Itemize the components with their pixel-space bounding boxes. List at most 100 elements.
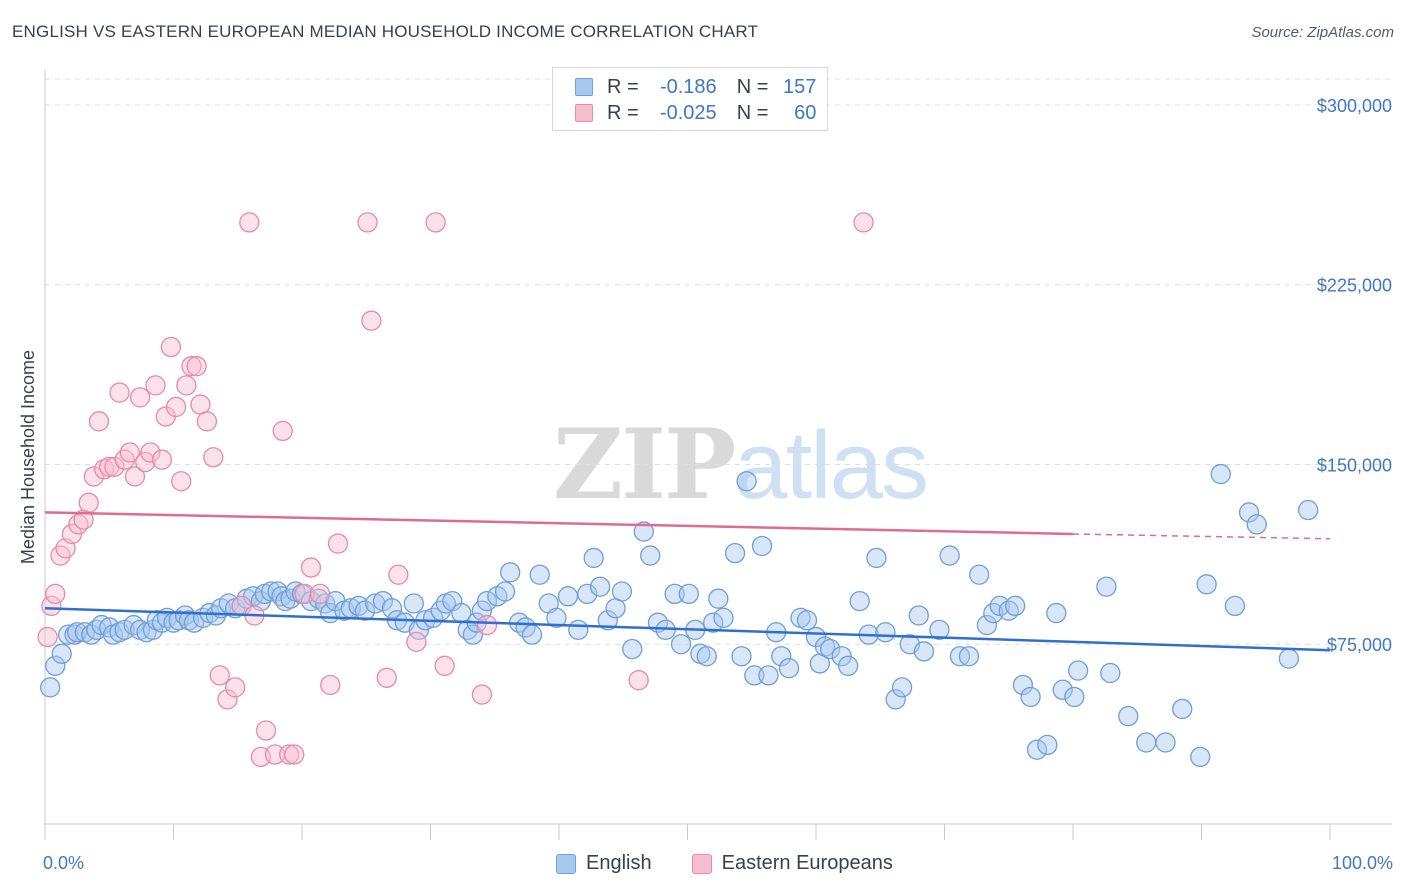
point-english xyxy=(583,547,604,569)
point-english xyxy=(1278,648,1300,669)
point-english xyxy=(664,583,685,605)
point-eastern-europeans xyxy=(129,387,151,408)
point-english xyxy=(1224,595,1246,617)
point-eastern-europeans xyxy=(300,557,322,578)
point-english xyxy=(557,586,579,607)
x-tick-label-min: 0.0% xyxy=(43,853,84,873)
point-eastern-europeans xyxy=(78,492,99,513)
point-eastern-europeans xyxy=(255,720,277,741)
point-english xyxy=(622,638,643,660)
point-english xyxy=(751,535,773,557)
y-axis-label: Median Household Income xyxy=(18,350,38,564)
point-eastern-europeans xyxy=(471,684,493,705)
point-eastern-europeans xyxy=(853,212,874,233)
point-english xyxy=(1136,732,1157,753)
point-english xyxy=(1100,662,1121,684)
point-english xyxy=(1064,686,1085,708)
point-english xyxy=(1155,732,1176,753)
point-eastern-europeans xyxy=(203,447,224,468)
point-english xyxy=(1020,686,1041,708)
point-english xyxy=(1196,574,1217,595)
point-eastern-europeans xyxy=(83,466,104,487)
point-english xyxy=(771,646,792,667)
point-english xyxy=(875,622,896,643)
series-legend-english[interactable]: English xyxy=(556,852,652,875)
point-eastern-europeans xyxy=(278,744,300,765)
legend-n-value: 157 xyxy=(783,75,817,98)
point-english xyxy=(261,581,282,602)
point-english xyxy=(736,471,757,492)
point-eastern-europeans xyxy=(176,375,197,396)
x-tick-label-max: 100.0% xyxy=(1332,853,1393,873)
legend-n-label: N = xyxy=(736,101,769,124)
point-english xyxy=(39,677,61,698)
point-eastern-europeans xyxy=(434,655,455,676)
point-english xyxy=(866,547,887,569)
point-eastern-europeans xyxy=(37,626,58,648)
point-eastern-europeans xyxy=(160,336,182,358)
y-tick-label: $225,000 xyxy=(1317,276,1392,296)
series-legend: English Eastern Europeans xyxy=(556,852,933,875)
legend-r-value: -0.025 xyxy=(659,101,717,124)
point-english xyxy=(891,677,913,698)
point-eastern-europeans xyxy=(209,665,230,686)
point-english xyxy=(724,543,746,564)
trend-line-eastern-europeans xyxy=(44,511,1074,536)
point-eastern-europeans xyxy=(284,744,305,765)
axis-labels: $75,000 $150,000 $225,000 $300,000 0.0% 100.0… xyxy=(18,96,1393,873)
point-eastern-europeans xyxy=(109,382,130,403)
point-eastern-europeans xyxy=(239,212,260,233)
series-label-english: English xyxy=(586,852,652,874)
point-english xyxy=(462,624,484,645)
point-english xyxy=(908,605,929,626)
legend-swatch-eastern-europeans xyxy=(575,104,593,122)
point-eastern-europeans xyxy=(294,583,315,605)
trend-lines xyxy=(44,511,1331,652)
point-eastern-europeans xyxy=(327,533,349,554)
point-eastern-europeans xyxy=(406,631,427,652)
point-eastern-europeans xyxy=(151,449,173,470)
point-english xyxy=(713,607,734,629)
point-english xyxy=(640,545,661,566)
series-legend-eastern-europeans[interactable]: Eastern Europeans xyxy=(691,852,893,875)
point-eastern-europeans xyxy=(165,396,187,418)
legend-row-english: R = -0.186 N = 157 xyxy=(575,75,816,99)
point-english xyxy=(814,636,836,657)
point-english xyxy=(1118,705,1139,727)
point-english xyxy=(633,521,654,542)
point-english xyxy=(521,624,543,645)
legend-r-value: -0.186 xyxy=(659,75,717,98)
point-eastern-europeans xyxy=(140,442,161,463)
point-eastern-europeans xyxy=(361,310,382,331)
point-eastern-europeans xyxy=(425,212,446,233)
point-english xyxy=(778,658,800,679)
point-english xyxy=(51,643,72,664)
point-english xyxy=(1190,746,1211,768)
point-eastern-europeans xyxy=(357,212,378,233)
point-english xyxy=(678,583,699,605)
point-english xyxy=(365,593,386,614)
axes xyxy=(44,69,1392,840)
point-english xyxy=(529,564,550,585)
trend-line-english xyxy=(44,607,1331,652)
point-english xyxy=(1046,602,1067,624)
y-tick-label: $300,000 xyxy=(1317,96,1392,116)
watermark: ZIPatlas xyxy=(553,408,929,521)
point-english xyxy=(758,665,779,686)
point-english xyxy=(1026,739,1048,760)
point-english xyxy=(354,600,376,621)
point-english xyxy=(1037,734,1058,756)
point-english xyxy=(114,619,135,641)
point-eastern-europeans xyxy=(388,564,409,585)
point-english xyxy=(744,665,765,686)
point-eastern-europeans xyxy=(45,583,66,605)
point-english xyxy=(708,588,729,609)
point-eastern-europeans xyxy=(119,442,140,463)
point-english xyxy=(976,614,998,636)
point-eastern-europeans xyxy=(171,471,192,492)
point-english xyxy=(1067,660,1089,681)
point-english xyxy=(577,583,598,605)
source-label: Source: ZipAtlas.com xyxy=(1251,24,1394,41)
point-english xyxy=(45,655,66,676)
